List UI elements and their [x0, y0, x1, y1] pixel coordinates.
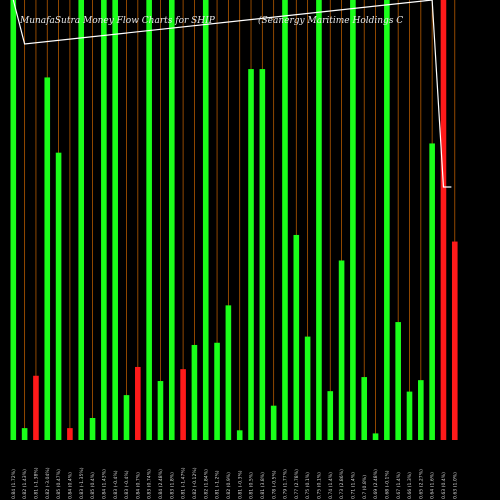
bar-down	[451, 241, 458, 440]
bar-up	[372, 433, 379, 440]
x-tick-label: 0.85 (0.47%)	[56, 469, 62, 499]
bar-up	[350, 0, 356, 440]
bar-up	[248, 69, 254, 440]
x-tick-label: 0.84 (2.48%)	[158, 469, 164, 499]
x-tick-label: 0.82 (-0.12%)	[192, 467, 198, 499]
bar-up	[78, 0, 85, 440]
x-tick-label: 0.83 (-1.35%)	[79, 467, 85, 499]
bar-up	[168, 0, 175, 440]
x-tick-label: 0.84 (1.72%)	[11, 469, 17, 499]
bar-up	[10, 0, 17, 440]
x-tick-label: 0.67 (1.4%)	[396, 472, 402, 499]
x-tick-label: 0.82 (1.84%)	[203, 469, 209, 499]
chart-title-left: MunafaSutra Money Flow Charts for SHIP	[19, 16, 216, 26]
bar-up	[157, 381, 164, 440]
price-line	[12, 0, 452, 188]
bar-down	[440, 0, 447, 440]
x-tick-label: 0.81 (-1.47%)	[181, 467, 187, 499]
x-tick-label: 0.77 (2.78%)	[294, 469, 300, 499]
bar-up	[395, 322, 401, 440]
bar-down	[180, 369, 186, 440]
chart-title-right: (Seanergy Maritime Holdings C	[258, 15, 403, 26]
bar-down	[135, 366, 141, 440]
bars	[10, 0, 458, 440]
x-tick-label: 0.65 (2.27%)	[418, 469, 424, 499]
bar-up	[123, 395, 130, 440]
bar-up	[225, 305, 232, 440]
x-tick-label: 0.73 (2.86%)	[339, 469, 345, 499]
x-tick-label: 0.75 (0.1%)	[305, 472, 311, 499]
x-tick-label: 0.83 (1.8%)	[169, 472, 175, 499]
bar-up	[338, 260, 345, 440]
x-tick-labels: 0.84 (1.72%) 0.82 (1.43%) 0.81 (-1.38%) 0.8…	[11, 467, 458, 499]
x-tick-label: 0.75 (0.1%)	[317, 472, 323, 499]
x-tick-label: 0.63 (1.0%)	[452, 472, 458, 499]
bar-down	[67, 428, 73, 440]
bar-up	[202, 0, 209, 440]
x-tick-label: 0.84 (0.4%)	[68, 472, 74, 499]
bar-up	[429, 143, 435, 440]
x-tick-label: 0.83 (-0.4%)	[124, 470, 130, 499]
x-tick-label: 0.84 (0.7%)	[135, 472, 141, 499]
x-tick-label: 0.63 (0.4%)	[441, 472, 447, 499]
bar-up	[418, 380, 424, 440]
x-tick-label: 0.69 (2.48%)	[373, 469, 379, 499]
bar-up	[282, 0, 288, 440]
x-tick-label: 0.81 (-1.2%)	[215, 470, 221, 499]
bar-up	[361, 377, 368, 440]
bar-up	[259, 69, 266, 440]
bar-up	[236, 430, 243, 440]
x-tick-label: 0.74 (1.4%)	[328, 472, 334, 499]
price-line-layer	[12, 0, 452, 188]
x-tick-label: 0.84 (1.43%)	[101, 469, 107, 499]
x-tick-label: 0.81 (3.8%)	[260, 472, 266, 499]
bar-up	[384, 0, 390, 440]
x-tick-label: 0.81 (-1.38%)	[34, 467, 40, 499]
bar-up	[327, 391, 334, 440]
bar-up	[101, 0, 107, 440]
x-tick-label: 0.78 (-0.5%)	[271, 470, 277, 499]
x-tick-label: 0.71 (1.4%)	[351, 472, 357, 499]
bar-up	[146, 0, 152, 440]
bar-up	[55, 152, 62, 440]
x-tick-label: 0.82 (1.43%)	[22, 469, 28, 499]
x-tick-label: 0.83 (0.74%)	[147, 469, 153, 499]
bar-up	[316, 0, 322, 440]
x-tick-label: 0.81 (0.5%)	[249, 472, 255, 499]
x-tick-label: 0.7 (0.8%)	[362, 475, 368, 499]
bar-up	[406, 391, 413, 440]
bar-down	[33, 375, 39, 440]
x-tick-label: 0.83 (-0.4%)	[113, 470, 119, 499]
x-tick-label: 0.81 (-0.3%)	[237, 470, 243, 499]
bar-up	[21, 428, 28, 440]
bar-up	[270, 405, 277, 440]
x-tick-label: 0.82 (0.9%)	[226, 472, 232, 499]
x-tick-label: 0.79 (1.77%)	[283, 469, 289, 499]
x-tick-label: 0.85 (0.4%)	[90, 472, 96, 499]
bar-up	[89, 418, 96, 440]
bar-up	[44, 77, 51, 440]
x-tick-label: 0.82 (-3.04%)	[45, 467, 51, 499]
bar-up	[304, 336, 311, 440]
bar-up	[112, 0, 118, 440]
bar-up	[293, 234, 300, 440]
x-tick-label: 0.64 (1.6%)	[430, 472, 436, 499]
x-tick-label: 0.66 (1.3%)	[407, 472, 413, 499]
x-tick-label: 0.68 (-0.1%)	[384, 470, 390, 499]
bar-up	[214, 342, 220, 440]
bar-up	[191, 344, 198, 440]
